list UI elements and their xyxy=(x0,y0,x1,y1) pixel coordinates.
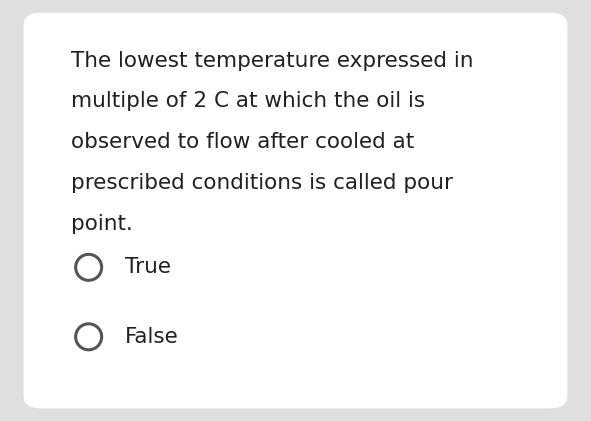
Text: point.: point. xyxy=(71,214,133,234)
Text: observed to flow after cooled at: observed to flow after cooled at xyxy=(71,132,414,152)
Text: The lowest temperature expressed in: The lowest temperature expressed in xyxy=(71,51,480,71)
Text: False: False xyxy=(125,327,179,347)
Text: multiple of 2 C at which the oil is: multiple of 2 C at which the oil is xyxy=(71,91,425,112)
Text: True: True xyxy=(125,257,171,277)
FancyBboxPatch shape xyxy=(24,13,567,408)
Text: prescribed conditions is called pour: prescribed conditions is called pour xyxy=(71,173,453,193)
